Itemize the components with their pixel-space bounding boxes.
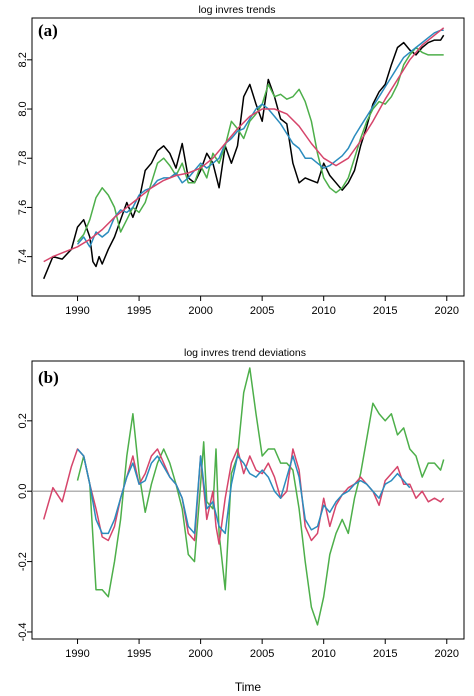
y-tick-label-b: 0.0 <box>17 484 29 499</box>
x-tick-label-a: 1990 <box>65 305 89 317</box>
panel-b: log invres trend deviations (b) 1990 1995… <box>17 347 465 694</box>
x-axis-title: Time <box>235 680 262 694</box>
x-tick-label-a: 2005 <box>250 305 274 317</box>
y-axis-b: -0.4 -0.2 0.0 0.2 <box>17 413 32 641</box>
y-tick-label-b: 0.2 <box>17 413 29 428</box>
series-line-a-3 <box>76 29 444 248</box>
x-tick-label-a: 2015 <box>373 305 397 317</box>
plot-frame-b <box>31 360 465 640</box>
y-tick-label-a: 8.2 <box>17 52 29 67</box>
panel-a-title: log invres trends <box>198 4 275 16</box>
series-line-a-1 <box>43 34 445 280</box>
x-tick-label-b: 1995 <box>127 648 151 660</box>
x-axis-a: 1990 1995 2000 2005 2010 2015 2020 <box>65 296 459 317</box>
x-tick-label-a: 1995 <box>127 305 151 317</box>
x-tick-label-a: 2020 <box>435 305 459 317</box>
y-axis-a: 7.4 7.6 7.8 8.0 8.2 <box>17 52 32 264</box>
panel-a-label: (a) <box>38 21 58 40</box>
x-tick-label-a: 2010 <box>311 305 335 317</box>
x-tick-label-b: 2005 <box>250 648 274 660</box>
x-tick-label-b: 2015 <box>373 648 397 660</box>
y-tick-label-a: 7.6 <box>17 200 29 215</box>
panel-a: log invres trends (a) 1990 1995 2000 2005 20… <box>17 4 465 317</box>
x-tick-label-b: 1990 <box>65 648 89 660</box>
plot-frame-a <box>31 17 465 297</box>
x-tick-label-b: 2000 <box>188 648 212 660</box>
panel-b-label: (b) <box>38 368 59 387</box>
series-line-a-4 <box>43 27 445 263</box>
y-tick-label-b: -0.2 <box>17 552 29 571</box>
series-layer-a <box>43 27 445 280</box>
y-tick-label-b: -0.4 <box>17 622 29 641</box>
x-tick-label-b: 2010 <box>311 648 335 660</box>
y-tick-label-a: 7.4 <box>17 249 29 264</box>
y-tick-label-a: 7.8 <box>17 151 29 166</box>
series-line-b-1 <box>76 367 445 626</box>
panel-b-title: log invres trend deviations <box>184 347 306 359</box>
series-line-b-3 <box>76 448 411 535</box>
y-tick-label-a: 8.0 <box>17 101 29 116</box>
x-tick-label-b: 2020 <box>435 648 459 660</box>
series-layer-b <box>32 367 464 626</box>
x-axis-b: 1990 1995 2000 2005 2010 2015 2020 <box>65 639 459 660</box>
x-tick-label-a: 2000 <box>188 305 212 317</box>
